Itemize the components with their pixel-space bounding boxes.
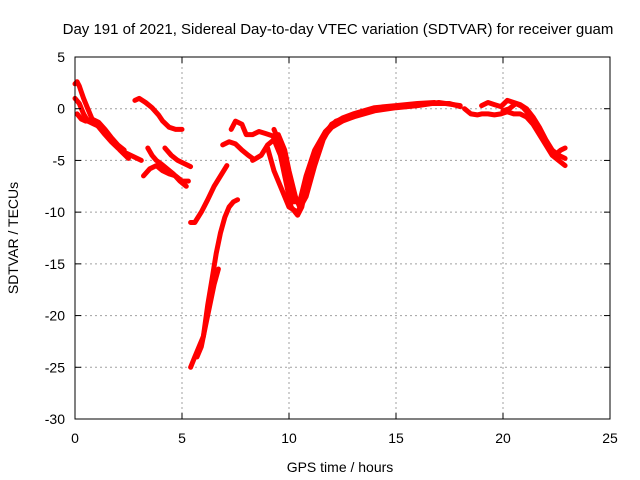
x-tick-label: 0 <box>71 430 79 446</box>
series-arc-16 <box>265 114 356 215</box>
y-tick-label: -25 <box>45 359 65 375</box>
y-tick-label: -20 <box>45 308 65 324</box>
axis-ticks: 0 5 10 15 20 25 5 0 -5 -10 -15 -20 -25 -30 <box>45 49 618 446</box>
series-arc-15 <box>271 101 463 205</box>
x-tick-label: 5 <box>178 430 186 446</box>
x-tick-label: 10 <box>281 430 297 446</box>
y-tick-label: -5 <box>53 152 66 168</box>
series-arc-19 <box>500 101 568 158</box>
y-tick-label: 5 <box>57 49 65 65</box>
y-tick-label: -10 <box>45 204 65 220</box>
series-arc-8 <box>188 163 230 225</box>
y-axis-label: SDTVAR / TECUs <box>5 182 21 294</box>
x-tick-label: 15 <box>388 430 404 446</box>
plot-area-border <box>74 56 611 420</box>
data-series <box>72 79 568 370</box>
y-tick-label: -15 <box>45 256 65 272</box>
series-arc-10 <box>194 266 221 360</box>
series-arc-12 <box>228 118 279 143</box>
series-arc-4 <box>132 95 185 132</box>
series-arc-6 <box>145 145 189 189</box>
series-arc-3 <box>74 111 127 153</box>
x-tick-label: 20 <box>495 430 511 446</box>
series-arc-7 <box>162 145 194 170</box>
y-tick-label: -30 <box>45 411 65 427</box>
y-tick-label: 0 <box>57 101 65 117</box>
chart-title: Day 191 of 2021, Sidereal Day-to-day VTE… <box>63 21 614 38</box>
x-axis-label: GPS time / hours <box>287 459 394 475</box>
series-arc-11 <box>220 139 256 161</box>
x-tick-label: 25 <box>602 430 618 446</box>
series-arc-17 <box>462 106 568 169</box>
